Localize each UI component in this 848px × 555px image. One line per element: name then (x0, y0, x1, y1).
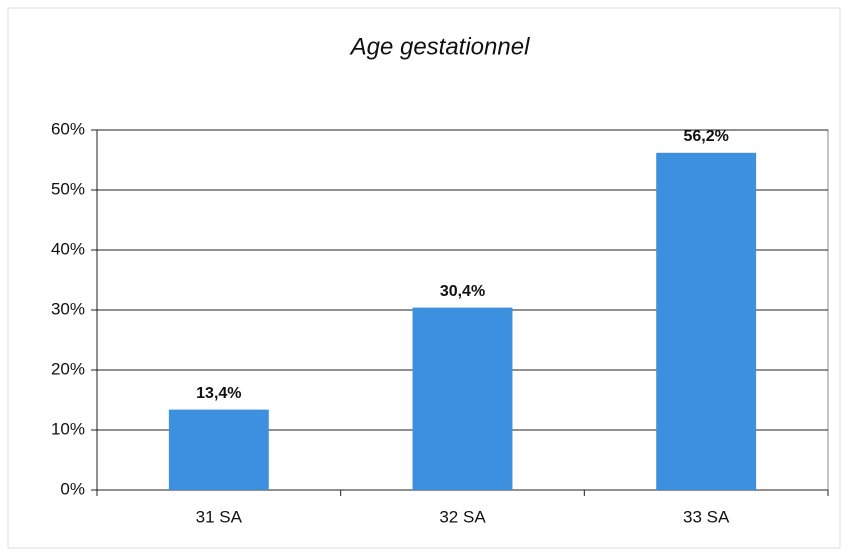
y-tick-label: 0% (60, 479, 85, 498)
y-tick-label: 50% (51, 179, 85, 198)
y-tick-label: 20% (51, 359, 85, 378)
x-tick-label: 32 SA (439, 507, 486, 526)
y-tick-label: 10% (51, 419, 85, 438)
bar (168, 409, 269, 490)
x-tick-label: 31 SA (196, 507, 243, 526)
bar (656, 152, 757, 491)
y-tick-label: 40% (51, 239, 85, 258)
x-tick-label: 33 SA (683, 507, 730, 526)
y-tick-label: 30% (51, 299, 85, 318)
y-tick-label: 60% (51, 119, 85, 138)
chart-title: Age gestationnel (349, 33, 530, 60)
value-label: 30,4% (440, 283, 485, 300)
value-label: 13,4% (196, 385, 241, 402)
bar (412, 307, 513, 490)
value-label: 56,2% (683, 128, 728, 145)
